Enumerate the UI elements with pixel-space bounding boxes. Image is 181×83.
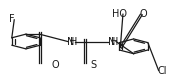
Text: N: N: [67, 37, 75, 46]
Text: N: N: [108, 37, 115, 46]
Text: Cl: Cl: [157, 66, 167, 76]
Text: O: O: [139, 9, 147, 19]
Text: S: S: [90, 60, 96, 70]
Text: H: H: [111, 37, 118, 46]
Text: HO: HO: [111, 9, 127, 19]
Text: F: F: [9, 14, 15, 24]
Text: H: H: [70, 37, 78, 46]
Text: O: O: [52, 60, 60, 70]
